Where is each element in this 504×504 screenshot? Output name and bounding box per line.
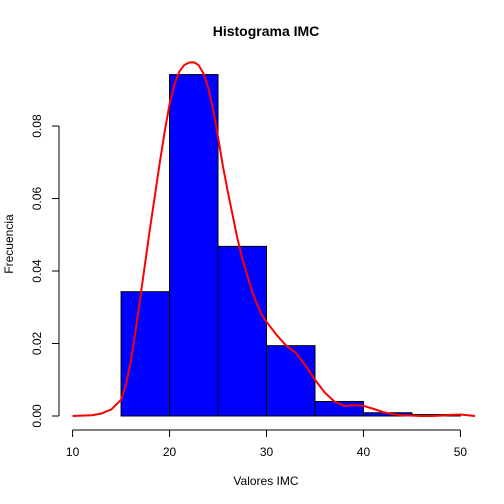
y-tick-label: 0.08 <box>30 114 44 138</box>
x-tick-label: 20 <box>163 445 177 459</box>
histogram-bar <box>217 245 267 417</box>
histogram-bars <box>120 74 461 417</box>
y-axis-label: Frecuencia <box>2 214 16 274</box>
x-axis-label: Valores IMC <box>233 474 298 488</box>
x-tick-label: 30 <box>260 445 274 459</box>
x-axis: 10 20 30 40 50 <box>66 429 468 459</box>
histogram-bar <box>120 291 171 417</box>
y-tick-label: 0.02 <box>30 332 44 356</box>
y-tick-label: 0.00 <box>30 404 44 428</box>
x-tick-label: 50 <box>454 445 468 459</box>
x-tick-label: 40 <box>357 445 371 459</box>
x-tick-label: 10 <box>66 445 80 459</box>
y-tick-label: 0.06 <box>30 187 44 211</box>
y-tick-label: 0.04 <box>30 259 44 283</box>
chart-title: Histograma IMC <box>213 23 320 39</box>
density-curve <box>72 61 476 417</box>
histogram-bar <box>266 345 316 417</box>
histogram-bar <box>169 74 219 417</box>
y-axis: 0.00 0.02 0.04 0.06 0.08 <box>30 114 60 428</box>
